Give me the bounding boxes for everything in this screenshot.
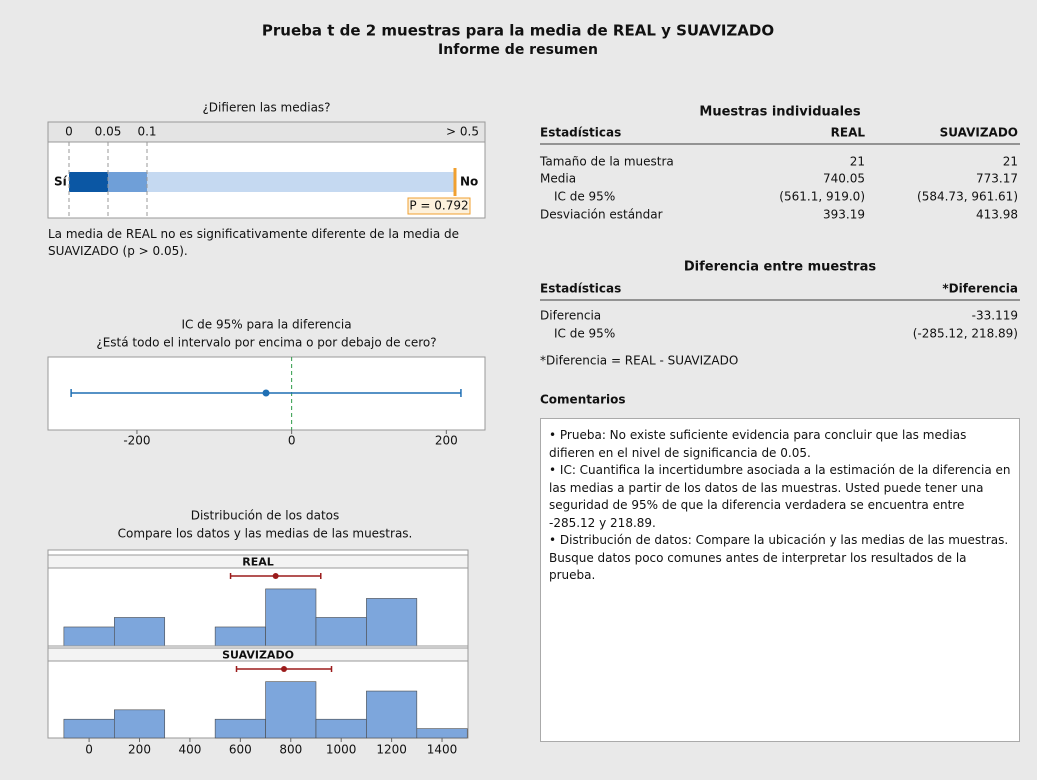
table-label: Diferencia	[540, 309, 601, 323]
region	[69, 172, 108, 192]
histogram-bar	[63, 718, 115, 739]
table-value: (-285.12, 218.89)	[913, 327, 1018, 341]
table-value: (584.73, 961.61)	[917, 190, 1018, 204]
x-tick-label: > 0.5	[446, 125, 479, 139]
chart-subtitle: Compare los datos y las medias de las mu…	[118, 527, 413, 541]
histogram-bar	[114, 617, 166, 647]
histogram-bar	[63, 626, 115, 647]
panel-strip	[47, 554, 469, 569]
table-value: 21	[1003, 155, 1018, 169]
x-tick-label: 800	[279, 743, 302, 757]
report-subtitle: Informe de resumen	[438, 42, 598, 58]
p-value-label: P = 0.792	[409, 199, 468, 213]
table-header: Estadísticas	[540, 126, 621, 140]
region	[108, 172, 147, 192]
histogram-bar	[214, 718, 266, 739]
chart-title: ¿Difieren las medias?	[202, 101, 330, 115]
x-tick-label: 0.1	[137, 125, 156, 139]
low-label: Sí	[54, 175, 68, 189]
comment-item: IC: Cuantifica la incertidumbre asociada…	[549, 462, 1011, 532]
x-tick-label: 0.05	[95, 125, 122, 139]
x-tick-label: 600	[229, 743, 252, 757]
x-tick-label: 400	[178, 743, 201, 757]
table-value: 773.17	[976, 172, 1018, 186]
histogram-bar	[366, 690, 418, 739]
x-tick-label: 0	[65, 125, 73, 139]
table-header: Estadísticas	[540, 282, 621, 296]
x-tick-label: 1000	[326, 743, 357, 757]
chart-subtitle: ¿Está todo el intervalo por encima o por…	[96, 336, 436, 350]
panel-label: SUAVIZADO	[222, 649, 294, 662]
histogram-bar	[315, 617, 367, 647]
table-header: *Diferencia	[942, 282, 1018, 296]
conclusion: La media de REAL no es significativament…	[48, 227, 460, 258]
table-header: SUAVIZADO	[940, 126, 1018, 140]
mean-point	[272, 573, 279, 579]
p-value-box	[407, 197, 471, 215]
mean-point	[281, 666, 288, 672]
table-label: IC de 95%	[554, 327, 615, 341]
region	[147, 172, 455, 192]
table-value: 740.05	[823, 172, 865, 186]
histogram-bar	[265, 588, 317, 647]
table-title: Diferencia entre muestras	[684, 260, 876, 275]
x-tick-label: 200	[435, 434, 458, 448]
table-value: 393.19	[823, 208, 865, 222]
report-title: Prueba t de 2 muestras para la media de …	[262, 22, 774, 40]
scale-strip	[47, 121, 486, 143]
table-label: Media	[540, 172, 576, 186]
high-label: No	[460, 175, 478, 189]
panel-strip	[47, 647, 469, 662]
table-value: 413.98	[976, 208, 1018, 222]
table-note: *Diferencia = REAL - SUAVIZADO	[540, 354, 738, 368]
chart-title: IC de 95% para la diferencia	[181, 318, 351, 332]
histogram-bar	[366, 598, 418, 647]
estimate-point	[262, 389, 270, 397]
chart-title: Distribución de los datos	[191, 509, 340, 523]
table-title: Muestras individuales	[699, 105, 860, 120]
x-tick-label: 1200	[376, 743, 407, 757]
table-label: IC de 95%	[554, 190, 615, 204]
table-value: (561.1, 919.0)	[779, 190, 865, 204]
panel-label: REAL	[242, 556, 274, 569]
comment-item: Prueba: No existe suficiente evidencia p…	[549, 427, 1011, 462]
table-label: Tamaño de la muestra	[539, 155, 674, 169]
x-tick-label: 0	[288, 434, 296, 448]
x-tick-label: 200	[128, 743, 151, 757]
comments-box: Prueba: No existe suficiente evidencia p…	[540, 418, 1020, 742]
x-tick-label: 1400	[427, 743, 458, 757]
comments-title: Comentarios	[540, 393, 626, 407]
x-tick-label: -200	[123, 434, 150, 448]
histogram-bar	[416, 728, 468, 739]
histogram-bar	[214, 626, 266, 647]
table-value: -33.119	[972, 309, 1018, 323]
histogram-bar	[315, 718, 367, 739]
table-header: REAL	[831, 126, 866, 140]
histogram-bar	[265, 681, 317, 739]
comment-item: Distribución de datos: Compare la ubicac…	[549, 532, 1011, 585]
table-label: Desviación estándar	[540, 208, 663, 222]
x-tick-label: 0	[85, 743, 93, 757]
table-value: 21	[850, 155, 865, 169]
histogram-bar	[114, 709, 166, 739]
